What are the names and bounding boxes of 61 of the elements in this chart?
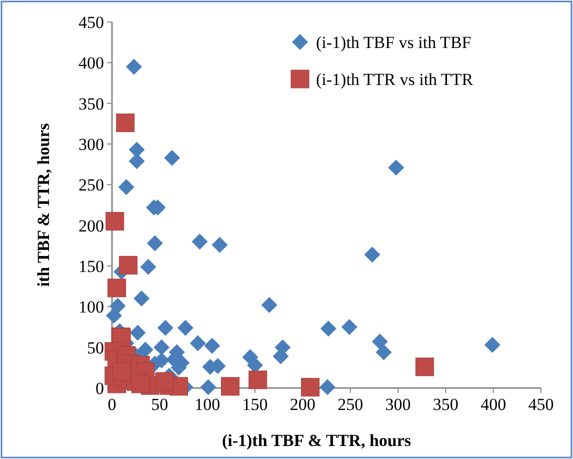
point [146,235,163,252]
y-tick-label: 350 [78,94,104,114]
y-tick-label: 150 [78,257,104,276]
point [376,344,392,360]
point [200,379,216,396]
x-tick-label: 200 [290,395,316,414]
point [204,338,220,354]
point [319,379,336,396]
point [112,362,131,381]
point [190,335,206,352]
x-tick-label: 50 [151,395,168,414]
y-tick-label: 400 [78,54,104,73]
point [177,320,194,336]
y-tick-label: 50 [87,338,104,358]
x-axis-title: (i-1)th TBF & TTR, hours [222,431,412,450]
point [106,212,124,231]
y-tick-label: 100 [78,298,104,317]
x-tick-label: 100 [194,395,220,414]
point [157,320,174,336]
point [118,179,134,196]
point [320,320,336,337]
point [118,256,138,274]
legend-label: (i-1)th TBF vs ith TBF [316,33,472,52]
x-tick-label: 450 [528,395,554,414]
point [364,246,380,263]
point [372,334,388,350]
x-tick-label: 0 [108,395,116,414]
point [137,342,154,358]
point [484,336,500,353]
x-tick-label: 250 [338,395,364,414]
point [301,378,320,396]
y-axis-title: ith TBF & TTR, hours [34,122,53,287]
x-tick-label: 150 [242,395,268,414]
point [415,358,434,376]
point [106,308,122,324]
point [341,319,358,335]
y-tick-label: 300 [78,135,104,154]
point [248,370,268,390]
y-tick-label: 200 [78,216,104,236]
point [261,297,278,314]
x-tick-label: 400 [480,395,506,414]
point [108,278,126,298]
point [116,114,135,132]
legend-label: (i-1)th TTR vs ith TTR [316,70,474,89]
y-tick-label: 0 [96,379,104,398]
y-tick-label: 250 [78,176,104,195]
point [212,236,228,253]
point [164,150,180,166]
point [134,290,150,307]
point [220,377,240,396]
x-tick-label: 350 [432,395,458,414]
y-tick-label: 450 [78,13,104,32]
point [131,374,150,394]
point [126,58,142,75]
point [388,160,404,176]
point [130,324,146,341]
point [155,372,174,391]
point [140,258,156,275]
point [192,234,208,250]
x-tick-label: 300 [385,395,411,414]
point [154,339,170,356]
